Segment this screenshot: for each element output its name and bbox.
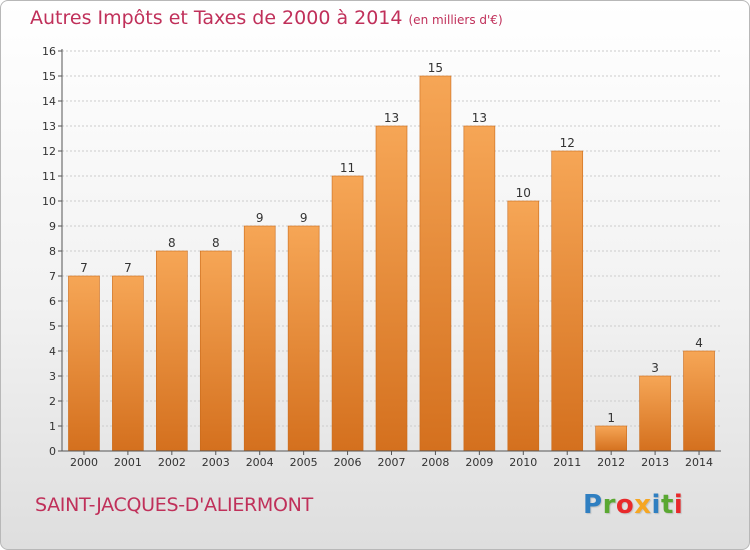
logo-letter: r: [602, 490, 616, 520]
data-label: 7: [80, 261, 88, 275]
x-tick-label: 2012: [597, 456, 625, 469]
y-tick-label: 8: [49, 245, 56, 258]
x-tick-label: 2013: [641, 456, 669, 469]
x-tick-label: 2000: [70, 456, 98, 469]
logo-letter: i: [673, 490, 684, 520]
y-tick-label: 0: [49, 445, 56, 458]
chart-title: Autres Impôts et Taxes de 2000 à 2014 (en…: [30, 7, 503, 29]
title-unit: (en milliers d'€): [408, 13, 503, 27]
x-tick-label: 2006: [334, 456, 362, 469]
y-tick-label: 14: [42, 95, 56, 108]
x-tick-label: 2003: [202, 456, 230, 469]
data-label: 9: [256, 211, 264, 225]
x-tick-label: 2014: [685, 456, 713, 469]
y-tick-label: 5: [49, 320, 56, 333]
data-label: 7: [124, 261, 132, 275]
proxiti-logo[interactable]: Proxiti: [583, 490, 683, 520]
bar: [68, 275, 100, 452]
bar: [683, 350, 715, 452]
bar: [595, 425, 627, 452]
x-tick-label: 2001: [114, 456, 142, 469]
y-tick-label: 12: [42, 145, 56, 158]
bar: [331, 175, 364, 452]
data-label: 9: [300, 211, 308, 225]
x-tick-label: 2011: [553, 456, 581, 469]
x-tick-label: 2004: [246, 456, 274, 469]
logo-letter: P: [583, 490, 603, 520]
data-label: 13: [384, 111, 399, 125]
y-tick-label: 11: [42, 170, 56, 183]
title-main: Autres Impôts et Taxes de 2000 à 2014: [30, 7, 403, 29]
bar: [156, 250, 188, 452]
logo-letter: i: [651, 490, 661, 520]
x-tick-label: 2008: [421, 456, 449, 469]
data-label: 12: [560, 136, 575, 150]
bar: [507, 200, 540, 452]
x-tick-label: 2007: [378, 456, 406, 469]
bar: [419, 75, 452, 452]
x-tick-label: 2002: [158, 456, 186, 469]
y-tick-label: 9: [49, 220, 56, 233]
y-tick-label: 7: [49, 270, 56, 283]
data-label: 10: [516, 186, 531, 200]
y-tick-label: 15: [42, 70, 56, 83]
bar: [112, 275, 144, 452]
data-label: 1: [607, 411, 615, 425]
data-label: 8: [168, 236, 176, 250]
data-label: 13: [472, 111, 487, 125]
y-tick-label: 4: [49, 345, 56, 358]
logo-letter: t: [660, 490, 674, 520]
logo-letter: x: [634, 490, 652, 520]
data-label: 4: [695, 336, 703, 350]
x-tick-label: 2010: [509, 456, 537, 469]
bar: [463, 125, 496, 452]
bar: [287, 225, 320, 452]
bar: [551, 150, 584, 452]
bar: [243, 225, 276, 452]
y-tick-label: 2: [49, 395, 56, 408]
data-label: 15: [428, 61, 443, 75]
commune-name: SAINT-JACQUES-D'ALIERMONT: [35, 494, 313, 516]
y-tick-label: 1: [49, 420, 56, 433]
data-label: 8: [212, 236, 220, 250]
data-label: 3: [651, 361, 659, 375]
y-tick-label: 16: [42, 45, 56, 58]
y-tick-label: 10: [42, 195, 56, 208]
x-tick-label: 2009: [465, 456, 493, 469]
x-tick-label: 2005: [290, 456, 318, 469]
bar: [639, 375, 671, 452]
y-tick-label: 6: [49, 295, 56, 308]
bar: [375, 125, 408, 452]
y-tick-label: 13: [42, 120, 56, 133]
y-tick-label: 3: [49, 370, 56, 383]
bar: [199, 250, 232, 452]
logo-letter: o: [615, 490, 635, 520]
data-label: 11: [340, 161, 355, 175]
